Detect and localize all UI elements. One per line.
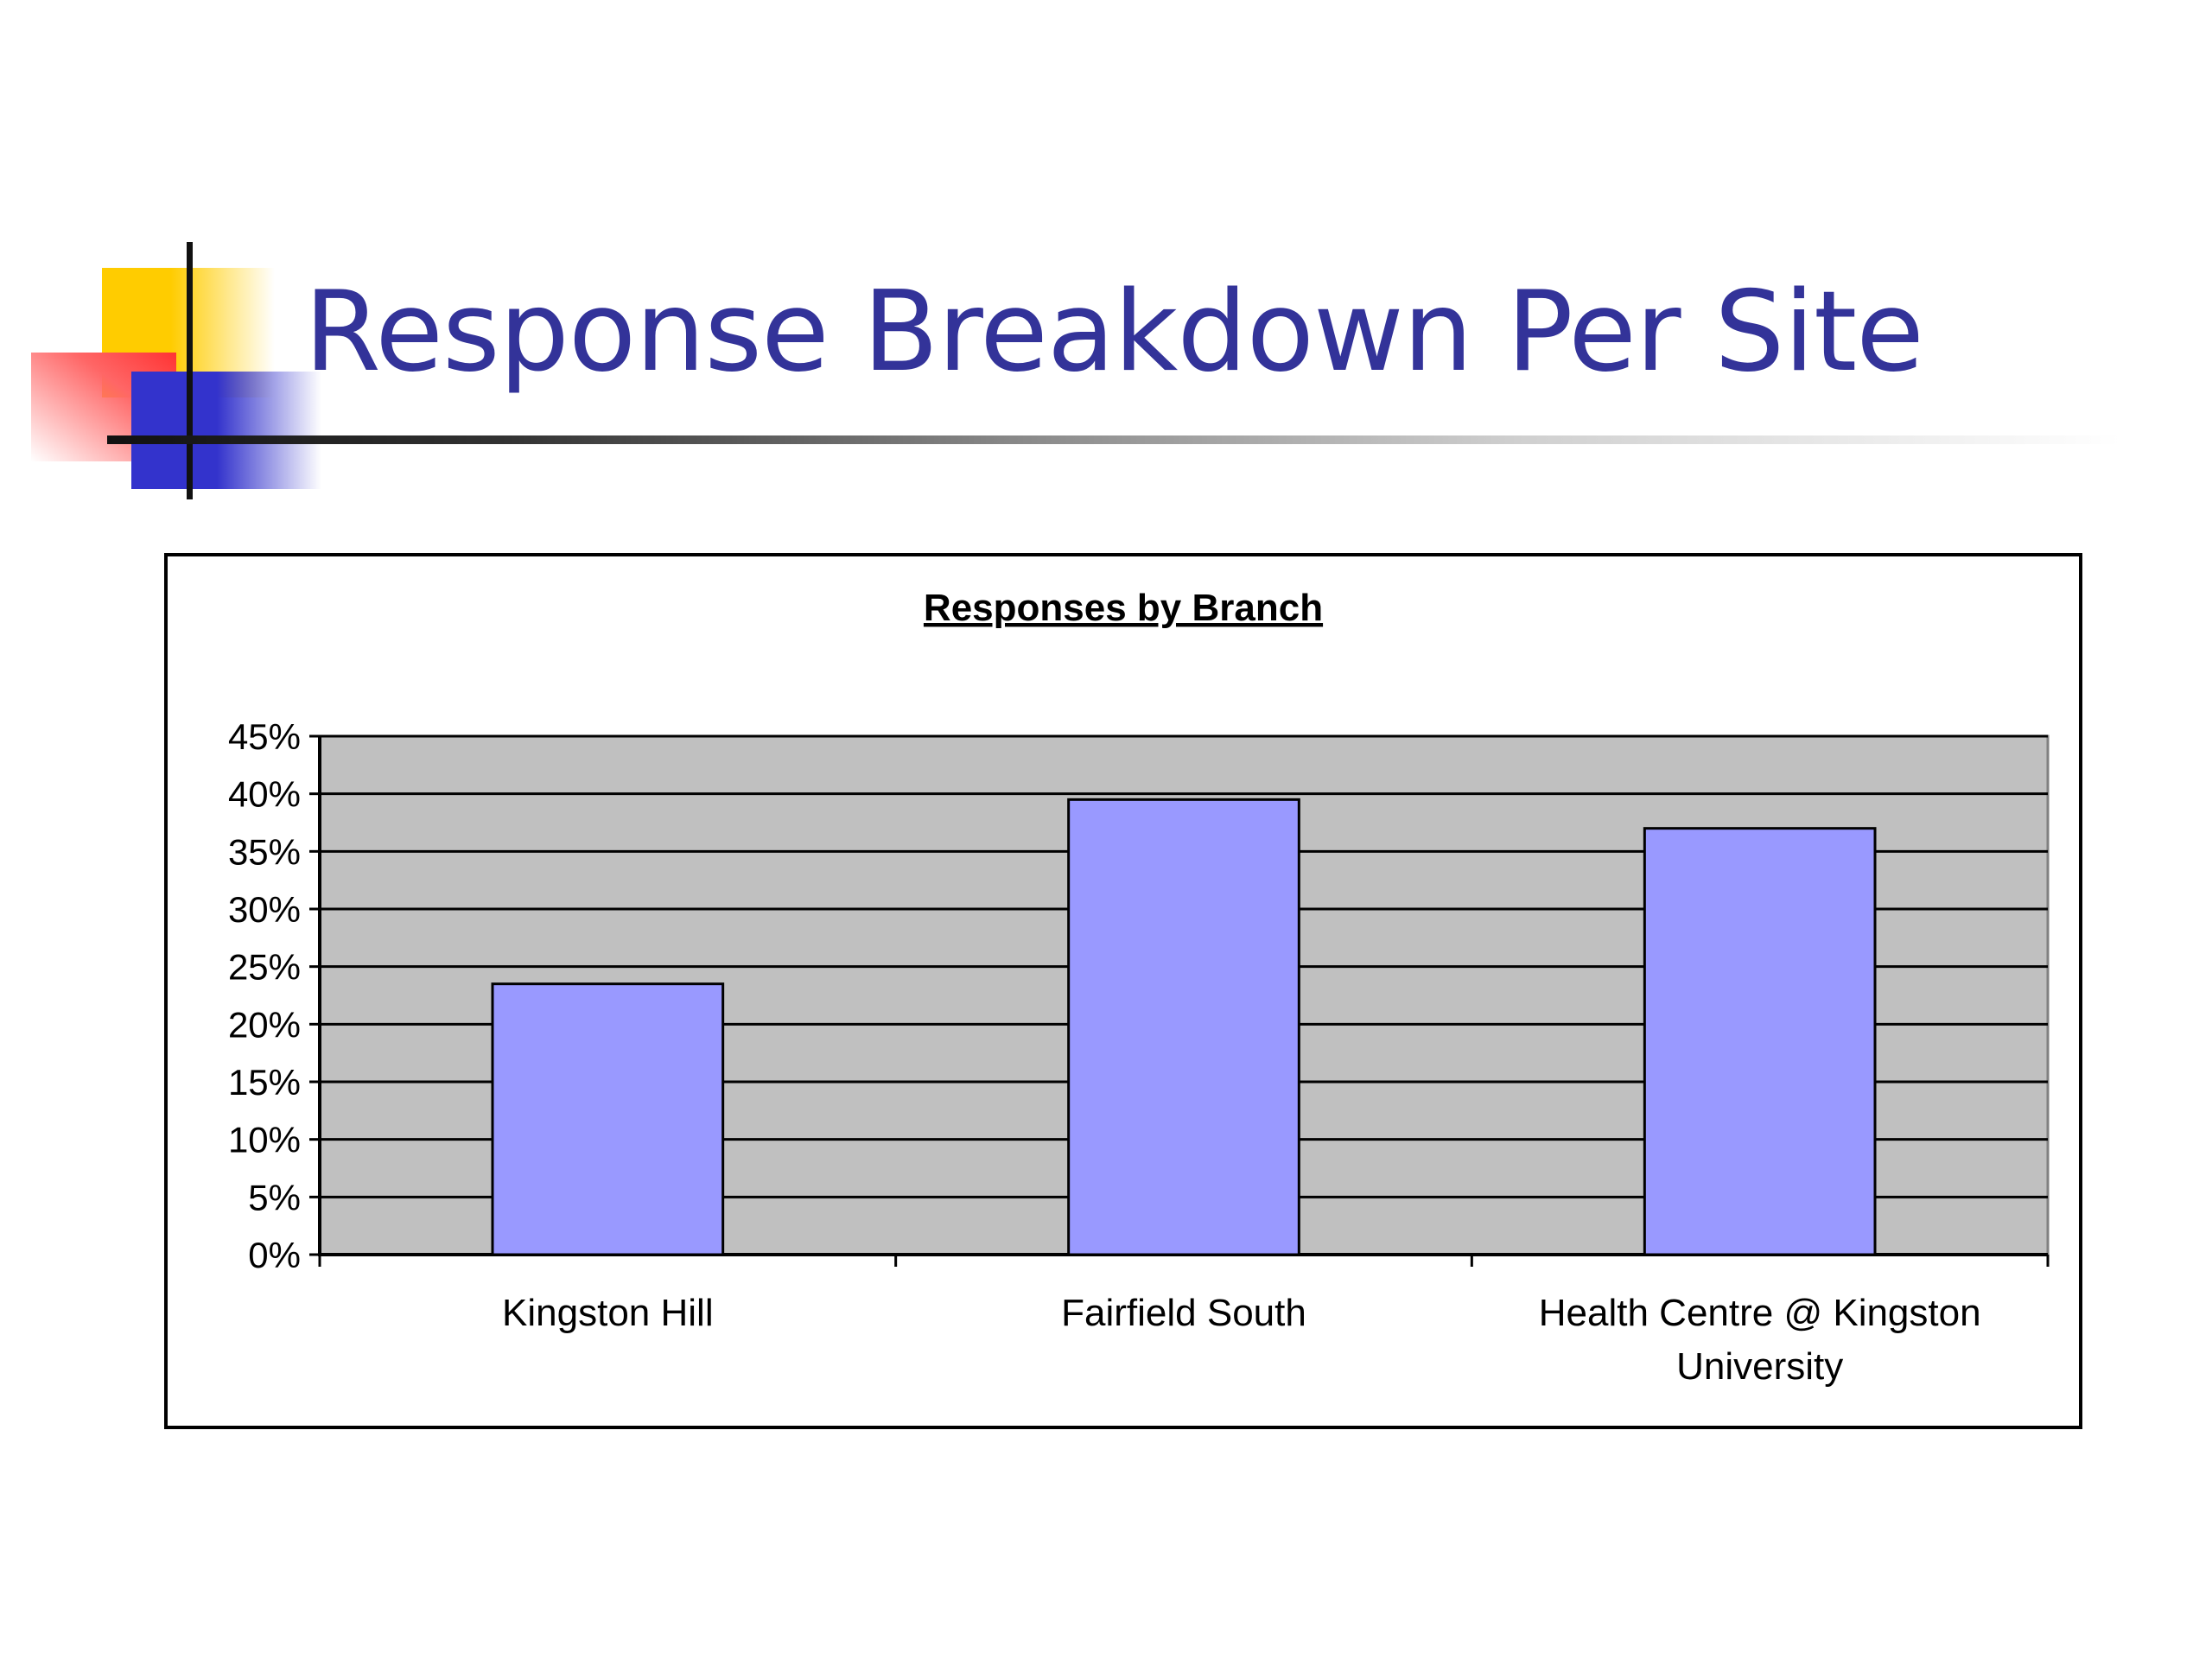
bar[interactable] [1067, 798, 1300, 1256]
y-tick-label: 45% [228, 716, 301, 757]
y-tick-label: 5% [248, 1177, 301, 1217]
y-tick-label: 10% [228, 1120, 301, 1160]
x-category-label: Kingston Hill [502, 1292, 714, 1334]
y-tick-label: 40% [228, 774, 301, 815]
bar[interactable] [1643, 827, 1877, 1256]
slide-title: Response Breakdown Per Site [304, 268, 1924, 397]
y-tick-label: 20% [228, 1004, 301, 1045]
bar-chart: Responses by Branch 0% 5% 10% 15% 20% 25% 30% 35… [228, 587, 2050, 1388]
chart-frame: Responses by Branch 0% 5% 10% 15% 20% 25% 30% 35… [164, 553, 2082, 1429]
chart-title: Responses by Branch [924, 587, 1323, 629]
title-underline-rule [107, 435, 2120, 444]
x-category-label: Fairfield South [1061, 1292, 1306, 1334]
decor-blue-square [131, 372, 321, 489]
y-tick-label: 35% [228, 831, 301, 872]
x-category-label: Health Centre @ Kingston [1539, 1292, 1981, 1334]
y-tick-label: 30% [228, 889, 301, 930]
bar[interactable] [491, 982, 725, 1256]
decor-vertical-line [187, 242, 193, 499]
y-tick-label: 0% [248, 1235, 301, 1275]
x-category-label: University [1676, 1345, 1843, 1388]
y-tick-label: 15% [228, 1062, 301, 1103]
y-tick-label: 25% [228, 947, 301, 988]
